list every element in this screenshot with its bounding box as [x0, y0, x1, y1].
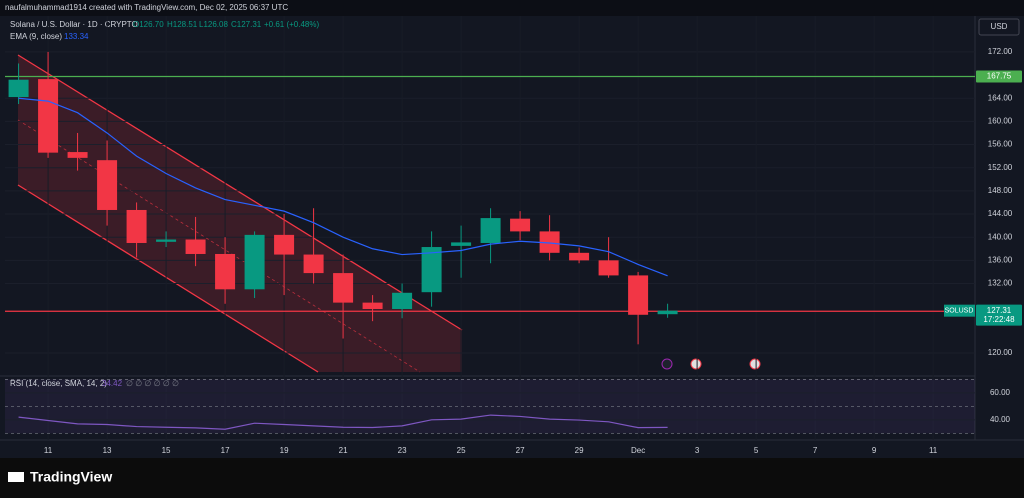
- x-tick-label: 5: [754, 446, 759, 455]
- price-axis: [975, 16, 1024, 440]
- event-icons: [661, 358, 761, 370]
- symbol-label: SOLUSD: [945, 308, 974, 315]
- currency[interactable]: USD: [991, 22, 1008, 31]
- candle-body: [539, 231, 560, 253]
- logo-mark: [8, 472, 24, 482]
- top-bar: [0, 0, 1024, 16]
- x-tick-label: 27: [516, 446, 525, 455]
- event-icon: [749, 358, 761, 370]
- x-tick-label: 3: [695, 446, 700, 455]
- rsi-title: RSI (14, close, SMA, 14, 2): [10, 379, 107, 388]
- ohlc-legend: C127.31: [231, 20, 262, 29]
- candle-body: [97, 160, 118, 210]
- candle-body: [657, 310, 678, 315]
- candle-body: [274, 234, 295, 255]
- last-price: 127.31: [987, 306, 1012, 315]
- x-tick-label: 7: [813, 446, 818, 455]
- rsi-tick-label: 60.00: [990, 388, 1011, 397]
- price-label: 167.75: [987, 72, 1012, 81]
- candle-body: [333, 273, 354, 303]
- ohlc-legend: O126.70: [133, 20, 164, 29]
- channel-lower: [17, 184, 319, 373]
- candle-body: [480, 218, 501, 243]
- x-tick-label: Dec: [631, 446, 645, 455]
- symbol-box: [944, 304, 975, 317]
- x-tick-label: 21: [339, 446, 348, 455]
- candle-body: [185, 239, 206, 254]
- legend-name: EMA (9, close): [10, 32, 62, 41]
- candle-body: [392, 292, 413, 309]
- x-tick-label: 29: [575, 446, 584, 455]
- x-tick-label: 13: [103, 446, 112, 455]
- channel-upper: [17, 54, 463, 331]
- legend-value: 133.34: [64, 32, 89, 41]
- candle-body: [421, 247, 442, 293]
- footer-logo: TradingView: [8, 469, 112, 485]
- candle-body: [38, 79, 59, 153]
- candle-body: [215, 253, 236, 290]
- y-tick-label: 136.00: [988, 255, 1013, 264]
- y-tick-label: 120.00: [988, 348, 1013, 357]
- candle-body: [451, 242, 472, 246]
- y-tick-label: 160.00: [988, 116, 1013, 125]
- rsi-band-fill: [5, 379, 975, 434]
- x-tick-label: 19: [280, 446, 289, 455]
- candle-body: [67, 152, 88, 158]
- rsi-extra: ∅ ∅ ∅ ∅ ∅ ∅: [126, 379, 179, 388]
- footer: [0, 458, 1024, 498]
- channel-mid: [17, 119, 421, 373]
- x-tick-label: 17: [221, 446, 230, 455]
- candle-body: [598, 260, 619, 276]
- rsi-tick-label: 40.00: [990, 415, 1011, 424]
- y-tick-label: 148.00: [988, 186, 1013, 195]
- brand: TradingView: [30, 469, 112, 485]
- candle-body: [510, 218, 531, 232]
- y-tick-label: 132.00: [988, 279, 1013, 288]
- author-line: naufalmuhammad1914 created with TradingV…: [5, 3, 288, 12]
- y-tick-label: 172.00: [988, 47, 1013, 56]
- event-icon: [690, 358, 702, 370]
- candle-body: [244, 234, 265, 290]
- candle-body: [303, 254, 324, 274]
- y-tick-label: 156.00: [988, 140, 1013, 149]
- y-tick-label: 164.00: [988, 93, 1013, 102]
- x-tick-label: 25: [457, 446, 466, 455]
- candle-body: [569, 252, 590, 261]
- rsi-line: [18, 414, 668, 430]
- price-label-box: [976, 70, 1022, 83]
- candle-body: [126, 209, 147, 243]
- ema-line: [18, 97, 668, 277]
- candle-body: [362, 302, 383, 309]
- candle-body: [628, 275, 649, 315]
- x-tick-label: 23: [398, 446, 407, 455]
- x-tick-label: 11: [44, 446, 53, 455]
- ohlc-legend: +0.61 (+0.48%): [264, 20, 319, 29]
- rsi-value: 34.42: [102, 379, 123, 388]
- y-tick-label: 144.00: [988, 209, 1013, 218]
- x-tick-label: 11: [929, 446, 938, 455]
- x-tick-label: 15: [162, 446, 171, 455]
- countdown: 17:22:48: [983, 315, 1015, 324]
- event-icon: [661, 358, 673, 370]
- x-tick-label: 9: [872, 446, 877, 455]
- currency-box[interactable]: [978, 18, 1020, 36]
- candle-body: [156, 239, 177, 242]
- ohlc-legend: L126.08: [199, 20, 228, 29]
- ohlc-legend: H128.51: [167, 20, 198, 29]
- candle-body: [8, 79, 29, 98]
- chart-title: Solana / U.S. Dollar · 1D · CRYPTO: [10, 20, 138, 29]
- last-price-box: [976, 304, 1022, 326]
- y-tick-label: 140.00: [988, 232, 1013, 241]
- y-tick-label: 152.00: [988, 163, 1013, 172]
